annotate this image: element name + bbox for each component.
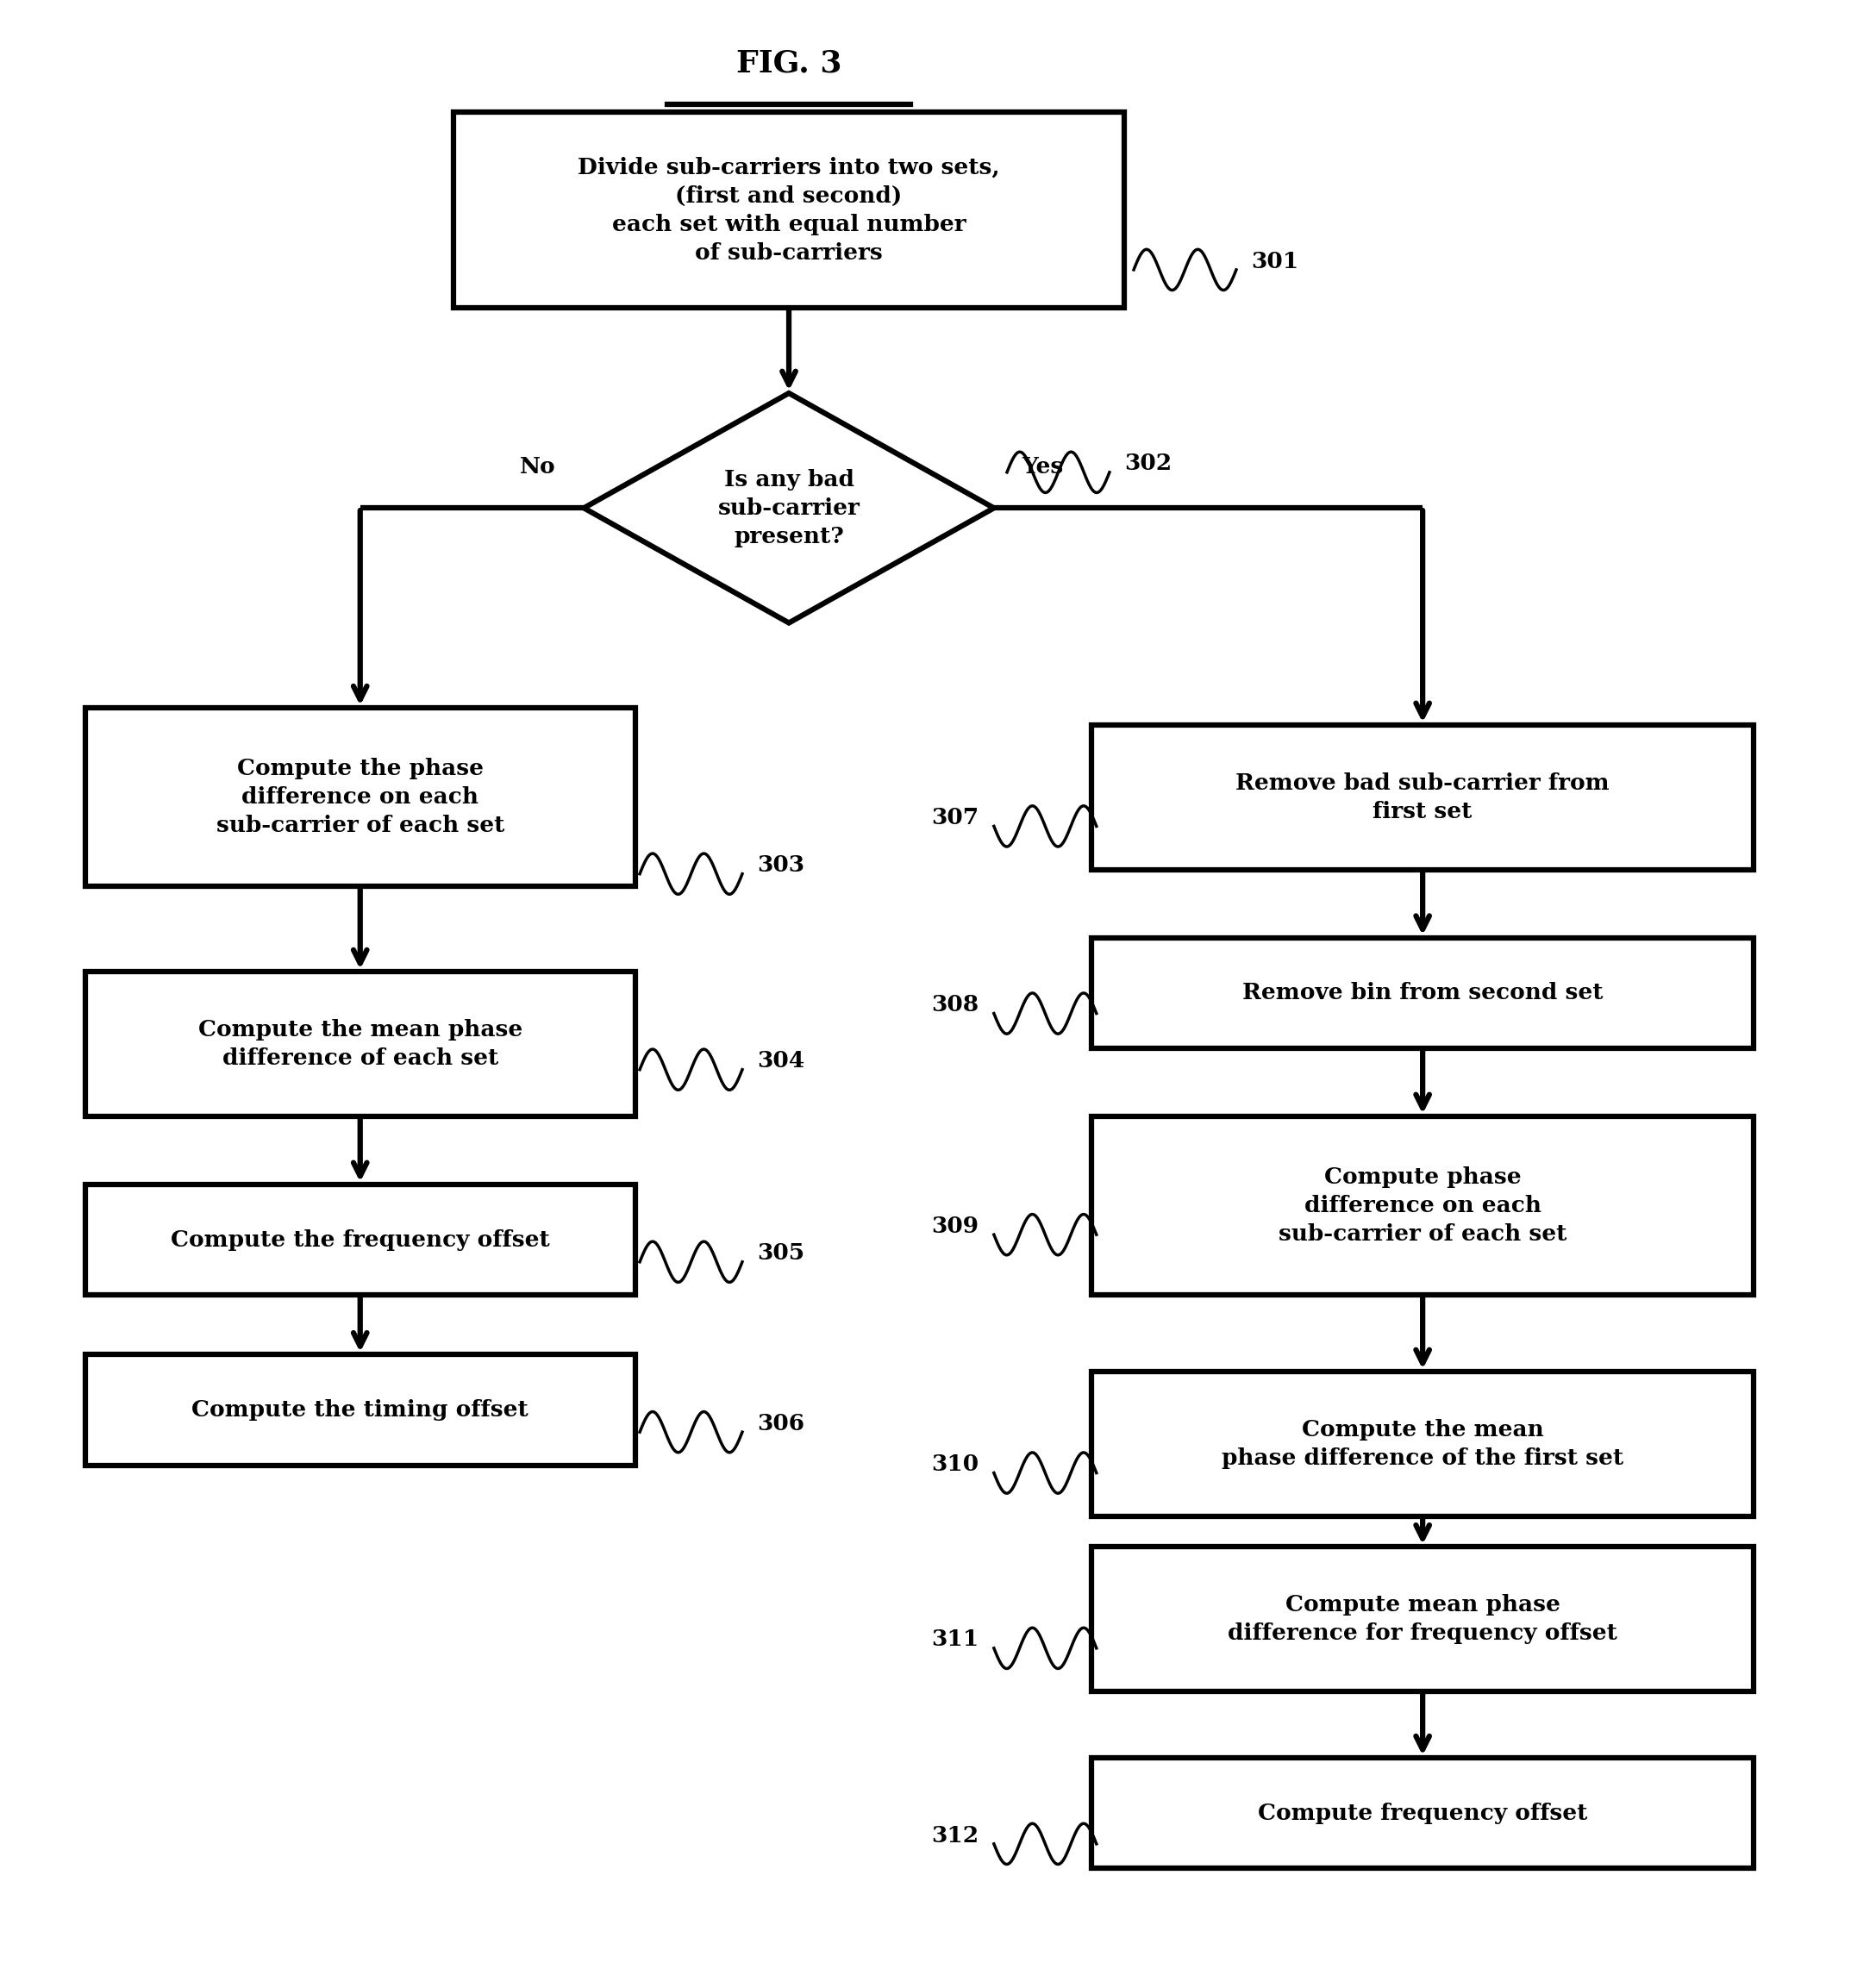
Text: Remove bad sub-carrier from
first set: Remove bad sub-carrier from first set [1236, 772, 1610, 823]
Text: 312: 312 [932, 1825, 979, 1847]
Bar [1092, 1116, 1754, 1296]
Text: 301: 301 [1251, 250, 1298, 272]
Text: Compute phase
difference on each
sub-carrier of each set: Compute phase difference on each sub-car… [1279, 1166, 1566, 1244]
Bar [84, 1185, 636, 1296]
Text: Compute the mean phase
difference of each set: Compute the mean phase difference of eac… [199, 1020, 522, 1069]
Text: Divide sub-carriers into two sets,
(first and second)
each set with equal number: Divide sub-carriers into two sets, (firs… [578, 158, 1000, 264]
Text: No: No [520, 455, 555, 476]
Text: 304: 304 [758, 1049, 805, 1071]
Bar [84, 973, 636, 1116]
Bar [84, 709, 636, 886]
Text: Compute the timing offset: Compute the timing offset [191, 1400, 529, 1422]
Text: Compute the frequency offset: Compute the frequency offset [171, 1229, 550, 1250]
Text: 307: 307 [932, 807, 979, 829]
Text: Compute mean phase
difference for frequency offset: Compute mean phase difference for freque… [1229, 1595, 1617, 1644]
Text: 302: 302 [1124, 453, 1172, 475]
Bar [84, 1355, 636, 1465]
Polygon shape [583, 394, 994, 622]
Text: 309: 309 [932, 1215, 979, 1237]
Text: FIG. 3: FIG. 3 [735, 49, 842, 79]
Text: Compute the phase
difference on each
sub-carrier of each set: Compute the phase difference on each sub… [216, 758, 505, 837]
Bar [1092, 1548, 1754, 1691]
Bar [454, 112, 1124, 307]
Text: 306: 306 [758, 1414, 805, 1433]
Text: 305: 305 [758, 1242, 805, 1264]
Text: 310: 310 [932, 1453, 979, 1475]
Text: Is any bad
sub-carrier
present?: Is any bad sub-carrier present? [719, 469, 859, 547]
Text: Remove bin from second set: Remove bin from second set [1242, 983, 1604, 1004]
Bar [1092, 1758, 1754, 1869]
Bar [1092, 1372, 1754, 1516]
Text: 311: 311 [932, 1628, 979, 1650]
Text: 303: 303 [758, 855, 805, 876]
Text: 308: 308 [932, 994, 979, 1016]
Bar [1092, 725, 1754, 870]
Text: Compute frequency offset: Compute frequency offset [1257, 1802, 1587, 1823]
Text: Yes: Yes [1022, 455, 1064, 476]
Text: Compute the mean
phase difference of the first set: Compute the mean phase difference of the… [1221, 1420, 1623, 1469]
Bar [1092, 937, 1754, 1048]
